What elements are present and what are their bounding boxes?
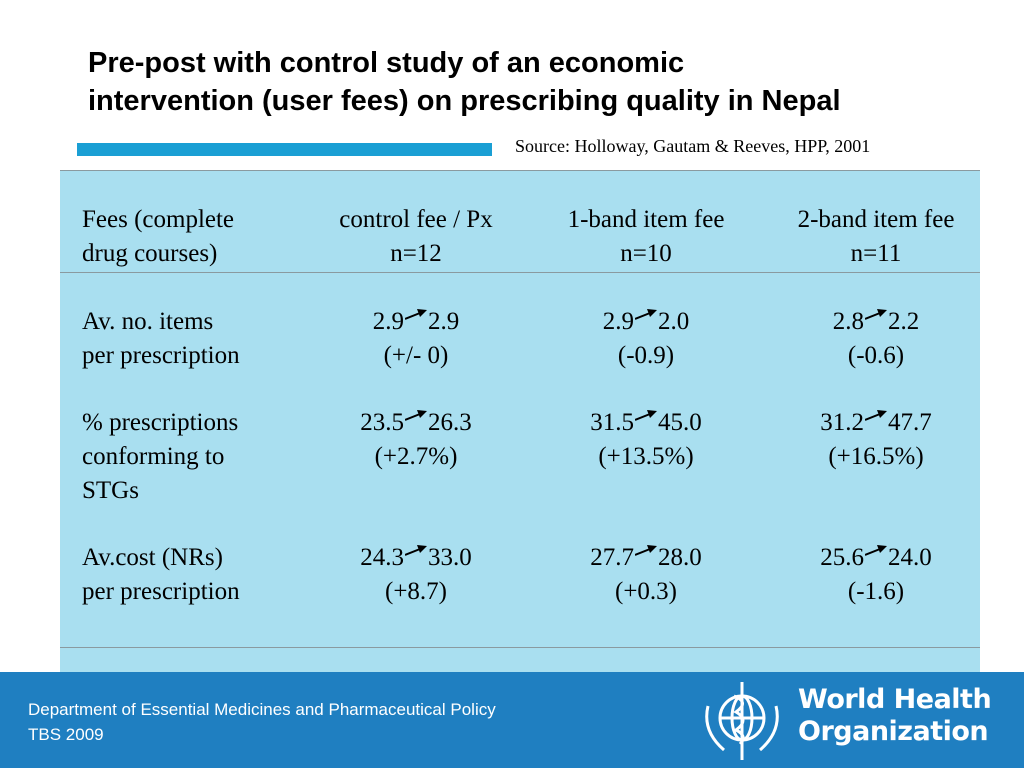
cell-values: 2.8 2.2 bbox=[761, 305, 991, 339]
value-change: (-0.6) bbox=[847, 342, 905, 369]
value-before: 27.7 bbox=[590, 544, 634, 571]
value-before: 31.2 bbox=[820, 409, 864, 436]
cell-values: 23.5 26.3 bbox=[301, 406, 531, 440]
row-label: Av.cost (NRs) bbox=[82, 544, 223, 571]
cell-values: 31.2 47.7 bbox=[761, 406, 991, 440]
value-after: 2.0 bbox=[658, 308, 690, 335]
table-rule bbox=[60, 170, 980, 171]
table-rule bbox=[60, 647, 980, 648]
value-change: (+0.3) bbox=[615, 578, 677, 605]
value-change: (+16.5%) bbox=[828, 443, 924, 470]
footer-bar bbox=[0, 672, 1024, 768]
value-after: 2.2 bbox=[888, 308, 920, 335]
arrow bbox=[635, 309, 657, 320]
value-after: 47.7 bbox=[888, 409, 932, 436]
cell-values: 2.9 2.0 bbox=[531, 305, 761, 339]
row-label: per prescription bbox=[82, 578, 240, 605]
table-panel bbox=[60, 170, 980, 672]
value-after: 24.0 bbox=[888, 544, 932, 571]
value-change: (+13.5%) bbox=[598, 443, 694, 470]
source: Source: Holloway, Gautam & Reeves, HPP, … bbox=[515, 136, 871, 156]
logo-text: World Health bbox=[798, 684, 992, 715]
arrow bbox=[405, 545, 427, 556]
row-label: % prescriptions bbox=[82, 409, 239, 436]
value-before: 23.5 bbox=[360, 409, 404, 436]
footer-text: TBS 2009 bbox=[28, 725, 104, 744]
cell-values: 27.7 28.0 bbox=[531, 541, 761, 575]
table-rule bbox=[60, 272, 980, 273]
value-before: 2.9 bbox=[602, 308, 634, 335]
arrow bbox=[635, 545, 657, 556]
arrow bbox=[865, 545, 887, 556]
accent-bar bbox=[77, 143, 492, 156]
who-emblem bbox=[705, 682, 779, 760]
value-change: (+/- 0) bbox=[383, 342, 449, 369]
arrow bbox=[635, 410, 657, 421]
row-label: Av. no. items bbox=[82, 308, 214, 335]
value-change: (+2.7%) bbox=[374, 443, 458, 470]
value-before: 31.5 bbox=[590, 409, 634, 436]
value-before: 25.6 bbox=[820, 544, 864, 571]
row-label: conforming to bbox=[82, 443, 225, 470]
cell-values: 24.3 33.0 bbox=[301, 541, 531, 575]
value-change: (+8.7) bbox=[385, 578, 447, 605]
row-label: STGs bbox=[82, 477, 139, 504]
row-label: per prescription bbox=[82, 342, 240, 369]
value-before: 24.3 bbox=[360, 544, 404, 571]
value-before: 2.9 bbox=[372, 308, 404, 335]
arrow bbox=[405, 309, 427, 320]
footer-text: Department of Essential Medicines and Ph… bbox=[28, 700, 496, 719]
cell-values: 25.6 24.0 bbox=[761, 541, 991, 575]
column-n: n=11 bbox=[850, 240, 902, 267]
header-label: drug courses) bbox=[82, 240, 218, 267]
arrow bbox=[865, 309, 887, 320]
column-name: control fee / Px bbox=[339, 206, 493, 233]
arrow bbox=[405, 410, 427, 421]
header-label: Fees (complete bbox=[82, 206, 235, 233]
title-line: Pre-post with control study of an econom… bbox=[88, 47, 685, 79]
value-after: 33.0 bbox=[428, 544, 472, 571]
column-name: 1-band item fee bbox=[567, 206, 725, 233]
column-n: n=10 bbox=[620, 240, 672, 267]
value-after: 26.3 bbox=[428, 409, 472, 436]
value-change: (-0.9) bbox=[617, 342, 675, 369]
cell-values: 2.9 2.9 bbox=[301, 305, 531, 339]
value-after: 2.9 bbox=[428, 308, 460, 335]
title-line: intervention (user fees) on prescribing … bbox=[88, 85, 841, 117]
column-name: 2-band item fee bbox=[797, 206, 955, 233]
cell-values: 31.5 45.0 bbox=[531, 406, 761, 440]
value-after: 45.0 bbox=[658, 409, 702, 436]
value-after: 28.0 bbox=[658, 544, 702, 571]
column-n: n=12 bbox=[390, 240, 442, 267]
arrow bbox=[865, 410, 887, 421]
value-change: (-1.6) bbox=[847, 578, 905, 605]
value-before: 2.8 bbox=[832, 308, 864, 335]
logo-text: Organization bbox=[798, 716, 989, 747]
slide-title: Pre-post with control study of an econom… bbox=[88, 44, 841, 120]
